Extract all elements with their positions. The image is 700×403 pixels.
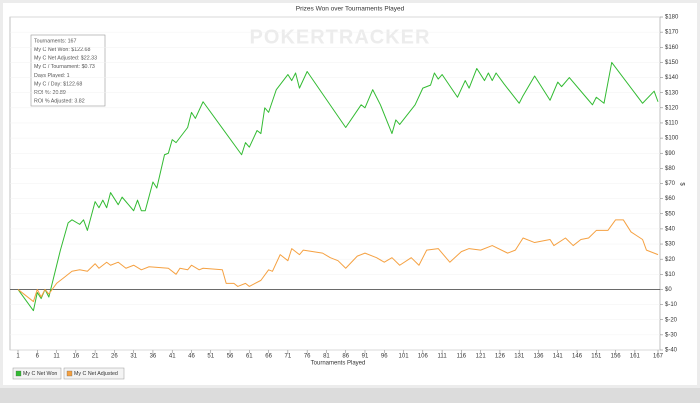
- legend-item-box: [63, 367, 125, 380]
- stats-line: My C Net Adjusted: $22.33: [34, 56, 97, 62]
- legend-label: My C Net Adjusted: [74, 371, 118, 377]
- series-line: [17, 61, 659, 312]
- y-tick-label: $0: [665, 287, 672, 293]
- x-tick-label: 56: [227, 354, 234, 360]
- x-tick-label: 31: [130, 354, 137, 360]
- x-tick-label: 61: [246, 354, 253, 360]
- stats-line: ROI % Adjusted: 3.82: [34, 99, 85, 105]
- x-tick-label: 36: [150, 354, 157, 360]
- legend: My C Net Won My C Net Adjusted: [12, 367, 125, 380]
- y-tick-label: $150: [665, 60, 679, 66]
- stats-line: My C / Day: $122.68: [34, 81, 82, 87]
- series-line: [17, 219, 659, 303]
- x-tick-label: 91: [362, 354, 369, 360]
- x-tick-label: 11: [53, 354, 60, 360]
- y-tick-label: $10: [665, 272, 676, 278]
- y-tick-label: $-30: [665, 332, 678, 338]
- y-tick-label: $40: [665, 226, 676, 232]
- x-tick-label: 121: [476, 354, 487, 360]
- y-tick-label: $60: [665, 196, 676, 202]
- y-tick-label: $100: [665, 136, 679, 142]
- y-tick-label: $-40: [665, 348, 678, 354]
- legend-item-box: [12, 367, 62, 380]
- stats-line: My C / Tournament: $0.73: [34, 64, 95, 70]
- x-tick-label: 106: [418, 354, 429, 360]
- x-tick-label: 26: [111, 354, 118, 360]
- y-tick-label: $110: [665, 121, 679, 127]
- x-tick-label: 81: [323, 354, 330, 360]
- legend-label: My C Net Won: [23, 371, 57, 377]
- x-tick-label: 111: [438, 354, 448, 360]
- x-tick-label: 41: [169, 354, 176, 360]
- y-tick-label: $160: [665, 45, 679, 51]
- x-tick-label: 51: [207, 354, 214, 360]
- x-tick-label: 66: [265, 354, 272, 360]
- x-tick-label: 126: [495, 354, 506, 360]
- x-tick-label: 6: [36, 354, 40, 360]
- x-tick-label: 71: [285, 354, 292, 360]
- y-tick-label: $70: [665, 181, 676, 187]
- legend-swatch: [15, 370, 22, 377]
- x-tick-label: 146: [572, 354, 583, 360]
- x-tick-label: 167: [653, 354, 664, 360]
- stats-box: [30, 34, 106, 107]
- x-tick-label: 101: [399, 354, 410, 360]
- y-tick-label: $50: [665, 211, 676, 217]
- stats-line: ROI %: 20.89: [34, 90, 66, 96]
- y-tick-label: $180: [665, 15, 679, 21]
- y-tick-label: $130: [665, 90, 679, 96]
- stats-line: Tournaments: 167: [34, 38, 76, 44]
- chart-title: Prizes Won over Tournaments Played: [296, 6, 405, 13]
- x-tick-label: 141: [553, 354, 564, 360]
- x-tick-label: 86: [342, 354, 349, 360]
- y-tick-label: $-20: [665, 317, 678, 323]
- x-tick-label: 131: [514, 354, 525, 360]
- y-tick-label: $120: [665, 105, 679, 111]
- x-tick-label: 96: [381, 354, 388, 360]
- y-tick-label: $170: [665, 30, 679, 36]
- stats-line: My C Net Won: $122.68: [34, 47, 90, 53]
- y-axis-label: $: [678, 182, 684, 186]
- watermark: POKERTRACKER: [250, 26, 431, 48]
- y-tick-label: $30: [665, 242, 676, 248]
- x-tick-label: 21: [92, 354, 99, 360]
- x-tick-label: 156: [611, 354, 622, 360]
- legend-swatch: [66, 370, 73, 377]
- status-bar: [0, 388, 700, 403]
- x-tick-label: 76: [304, 354, 311, 360]
- x-tick-label: 116: [457, 354, 467, 360]
- x-tick-label: 46: [188, 354, 195, 360]
- x-tick-label: 1: [16, 354, 20, 360]
- x-tick-label: 136: [533, 354, 544, 360]
- y-tick-label: $20: [665, 257, 676, 263]
- x-axis-label: Tournaments Played: [311, 361, 366, 367]
- y-tick-label: $-10: [665, 302, 678, 308]
- y-tick-label: $140: [665, 75, 679, 81]
- x-tick-label: 161: [630, 354, 641, 360]
- x-tick-label: 151: [591, 354, 602, 360]
- y-tick-label: $80: [665, 166, 676, 172]
- y-tick-label: $90: [665, 151, 676, 157]
- stats-line: Days Played: 1: [34, 73, 70, 79]
- x-tick-label: 16: [72, 354, 79, 360]
